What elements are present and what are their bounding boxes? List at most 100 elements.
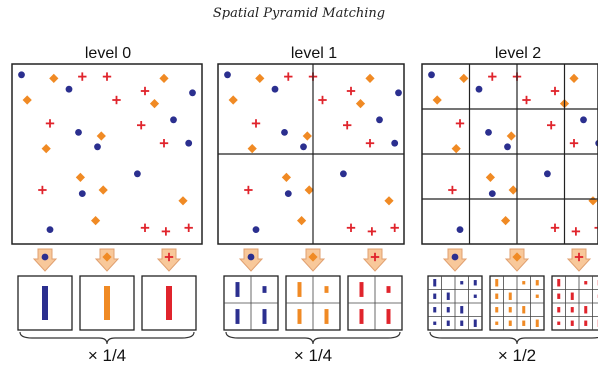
feature-panel [18, 71, 196, 236]
histogram-bar [584, 306, 588, 314]
down-arrow-icon [94, 248, 120, 272]
circle-marker [475, 85, 483, 93]
histogram-bar [433, 307, 437, 313]
circle-marker [428, 71, 435, 79]
histogram-bar [473, 319, 477, 327]
histogram-bar [495, 321, 499, 325]
histogram-bar [495, 279, 499, 287]
histogram-bar [42, 286, 48, 320]
histogram-bar [495, 293, 499, 299]
feature-panel [422, 64, 598, 244]
plus-marker [45, 119, 55, 128]
diamond-marker [228, 95, 238, 105]
diamond-marker [255, 73, 265, 83]
plus-marker [455, 119, 465, 128]
circle-marker [376, 116, 383, 124]
plus-marker [390, 223, 399, 232]
level-weight: × 1/4 [294, 346, 332, 365]
circle-marker [391, 139, 399, 147]
histogram-bar [433, 321, 437, 325]
plus-marker [569, 139, 579, 148]
circle-marker [65, 85, 73, 93]
brace [19, 331, 195, 345]
histogram-bar [460, 320, 464, 326]
circle-marker [580, 116, 587, 124]
histogram-bar [522, 306, 526, 314]
plus-marker [346, 86, 356, 96]
down-arrow-icon [32, 248, 58, 272]
circle-marker [18, 71, 25, 79]
histogram-bar [508, 307, 512, 313]
histogram-bar [570, 307, 574, 313]
histogram-bar [297, 282, 302, 297]
feature-panel [218, 64, 404, 244]
histogram-bar [584, 320, 588, 326]
circle-marker [134, 170, 141, 178]
histogram-bar [235, 282, 240, 297]
histogram-bar [508, 320, 512, 326]
histogram-bar [324, 309, 329, 324]
plus-marker [550, 86, 560, 96]
histogram-bar [235, 309, 240, 324]
plus-marker [140, 86, 150, 96]
diamond-marker [297, 216, 307, 226]
plus-marker [594, 223, 598, 232]
plus-marker [244, 185, 253, 195]
diamond-marker [96, 131, 106, 141]
diamond-marker [159, 73, 169, 83]
plus-marker [140, 223, 150, 232]
plus-marker [367, 227, 377, 236]
histogram-bar [386, 286, 391, 293]
histogram-bar [508, 292, 512, 300]
panel-frame [11, 63, 203, 245]
histogram-bar [433, 279, 437, 287]
down-arrow-icon [442, 248, 468, 272]
diamond-marker [569, 73, 579, 83]
diagram-title: Spatial Pyramid Matching [212, 6, 386, 21]
plus-marker [38, 185, 47, 195]
diamond-marker [508, 185, 518, 195]
histogram-bar [535, 319, 539, 327]
down-arrow-icon [362, 248, 388, 272]
panel-frame [421, 63, 598, 245]
plus-marker [365, 139, 375, 148]
plus-marker [112, 95, 121, 105]
circle-marker [544, 170, 551, 178]
histogram-bar [104, 286, 110, 320]
plus-marker [184, 223, 193, 232]
brace [225, 331, 401, 345]
circle-marker [504, 143, 511, 151]
histogram-p [347, 275, 403, 331]
down-arrow-icon [156, 248, 182, 272]
histogram-bar [522, 281, 526, 285]
plus-marker [343, 121, 352, 130]
histogram-bar [386, 309, 391, 324]
diamond-marker [451, 144, 461, 154]
plus-marker [370, 252, 380, 262]
histogram-bar [570, 320, 574, 326]
pyramid-level-1: level 1 × 1/4 [217, 45, 405, 365]
histogram-d [285, 275, 341, 331]
histogram-d [79, 275, 135, 331]
brace [429, 331, 598, 345]
histogram-bar [433, 293, 437, 299]
circle-marker [456, 226, 464, 234]
level-label: level 1 [291, 45, 337, 62]
plus-marker [522, 95, 531, 105]
circle-marker [284, 190, 292, 198]
plus-marker [448, 185, 457, 195]
diamond-marker [432, 95, 442, 105]
plus-marker [251, 119, 261, 128]
circle-marker [247, 253, 255, 261]
circle-marker [340, 170, 347, 178]
plus-marker [550, 223, 560, 232]
histogram-bar [324, 286, 329, 293]
plus-marker [161, 227, 171, 236]
diamond-marker [302, 131, 312, 141]
circle-marker [185, 139, 193, 147]
diamond-marker [506, 131, 516, 141]
diamond-marker [281, 172, 291, 182]
histogram-bar [473, 294, 477, 298]
diamond-marker [355, 99, 366, 109]
